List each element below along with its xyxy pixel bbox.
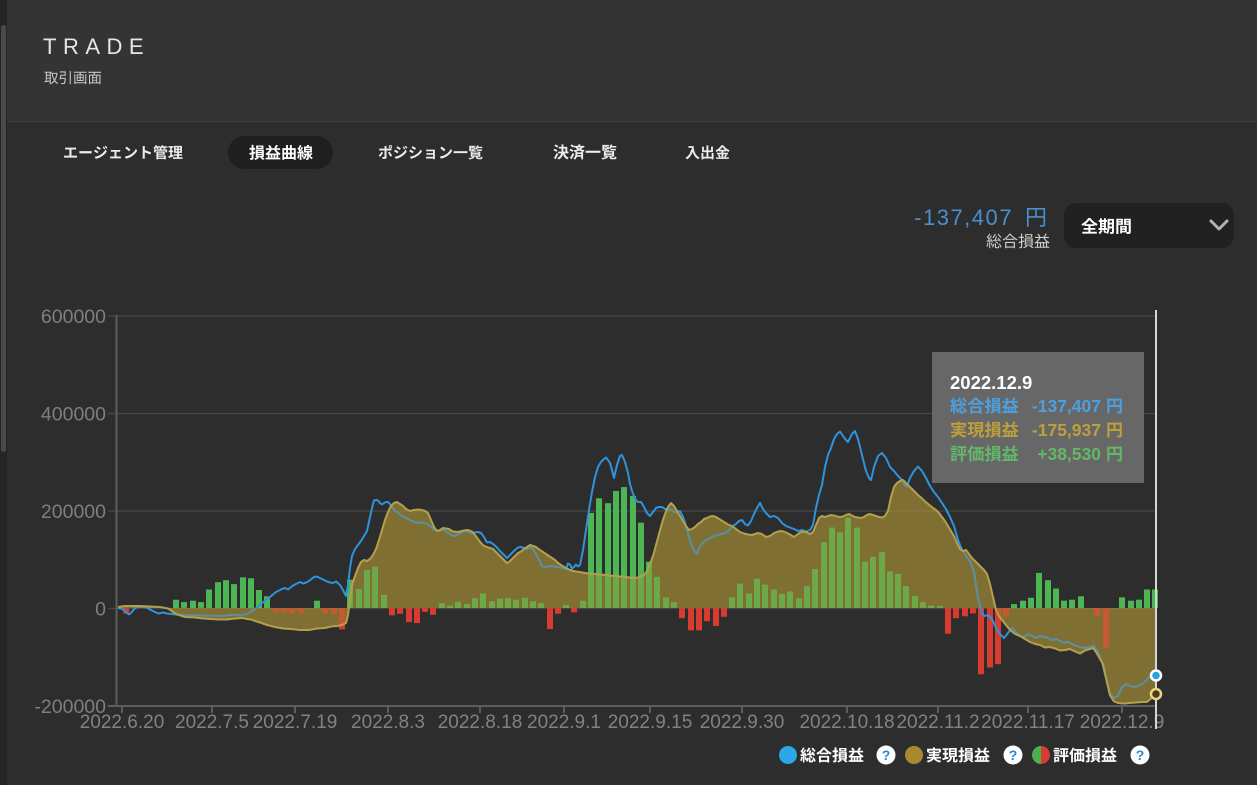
svg-text:2022.8.3: 2022.8.3: [351, 712, 425, 733]
svg-text:?: ?: [1136, 747, 1145, 763]
svg-text:?: ?: [882, 747, 891, 763]
svg-text:0: 0: [95, 599, 106, 621]
svg-text:600000: 600000: [41, 306, 106, 328]
svg-text:2022.7.19: 2022.7.19: [253, 712, 338, 733]
svg-text:?: ?: [1009, 747, 1018, 763]
svg-text:2022.11.2: 2022.11.2: [896, 712, 979, 733]
svg-text:2022.12.9: 2022.12.9: [950, 372, 1032, 393]
svg-text:-200000: -200000: [34, 696, 106, 718]
svg-text:2022.7.5: 2022.7.5: [175, 712, 249, 733]
svg-text:2022.10.18: 2022.10.18: [799, 712, 894, 733]
svg-text:-137,407: -137,407: [914, 205, 1013, 230]
svg-text:400000: 400000: [41, 404, 106, 426]
svg-text:2022.11.17: 2022.11.17: [981, 712, 1075, 733]
svg-text:2022.9.1: 2022.9.1: [527, 712, 601, 733]
svg-text:2022.9.30: 2022.9.30: [700, 712, 785, 733]
svg-text:200000: 200000: [41, 501, 106, 523]
svg-text:2022.12.9: 2022.12.9: [1080, 712, 1165, 733]
svg-text:2022.6.20: 2022.6.20: [80, 712, 165, 733]
svg-text:2022.9.15: 2022.9.15: [608, 712, 693, 733]
svg-text:+38,530: +38,530: [1037, 444, 1101, 464]
svg-text:-175,937: -175,937: [1032, 420, 1101, 440]
svg-text:-137,407: -137,407: [1032, 396, 1101, 416]
svg-text:2022.8.18: 2022.8.18: [438, 712, 523, 733]
